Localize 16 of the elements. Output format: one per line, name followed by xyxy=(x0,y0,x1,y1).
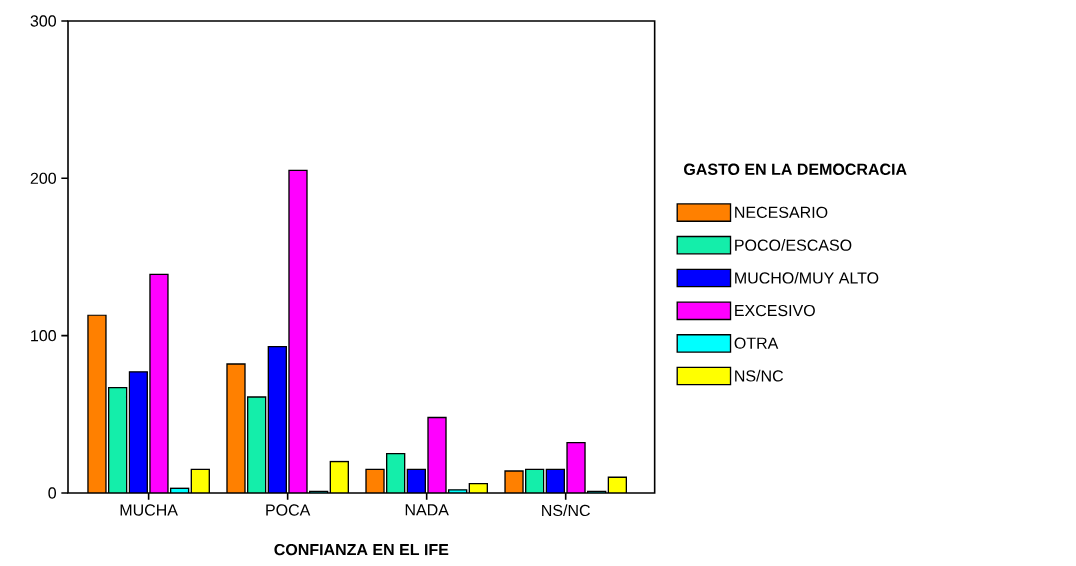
y-tick-label: 300 xyxy=(30,15,56,27)
x-tick-label: NADA xyxy=(405,504,449,516)
y-tick-label: 0 xyxy=(48,487,57,499)
x-tick-label: MUCHA xyxy=(120,504,178,516)
legend-label: EXCESIVO xyxy=(735,304,815,317)
x-tick-label: POCA xyxy=(266,504,311,516)
y-tick-label: 100 xyxy=(31,330,56,342)
x-tick-label: NS/NC xyxy=(542,504,590,517)
legend-label: OTRA xyxy=(734,337,779,349)
x-axis-title: CONFIANZA EN EL IFE xyxy=(274,543,449,556)
legend-label: NECESARIO xyxy=(735,206,828,219)
y-tick-label: 200 xyxy=(30,172,56,184)
legend-title: GASTO EN LA DEMOCRACIA xyxy=(684,163,907,175)
legend-label: NS/NC xyxy=(735,369,784,382)
legend-label: MUCHO/MUY ALTO xyxy=(735,271,879,284)
legend-label: POCO/ESCASO xyxy=(735,239,852,251)
